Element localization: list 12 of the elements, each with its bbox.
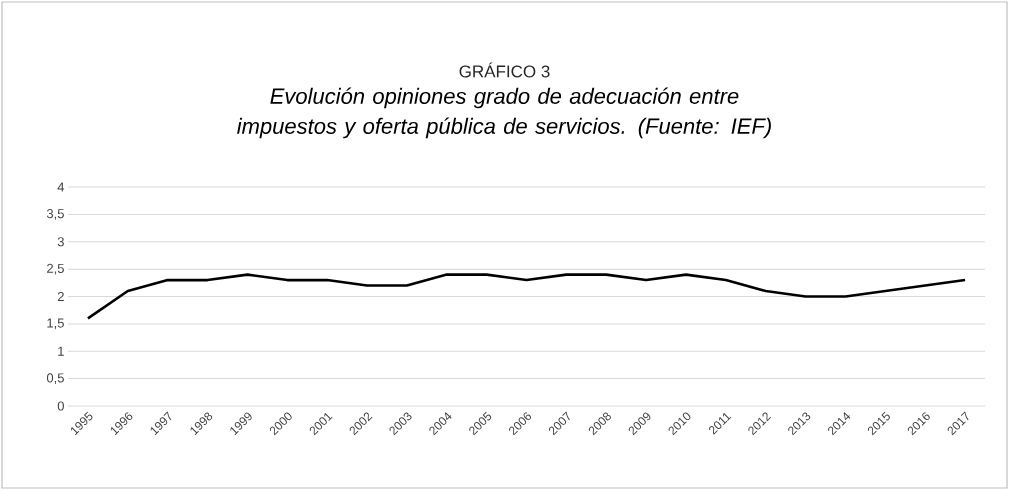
y-tick-label: 3 (57, 237, 64, 247)
y-tick-label: 1 (58, 346, 64, 356)
y-tick-label: 1,5 (47, 318, 64, 330)
y-tick-label: 4 (57, 182, 65, 192)
y-tick-label: 0,5 (46, 373, 64, 384)
y-tick-label: 0 (57, 401, 64, 411)
chart-subtitle: Evolución opiniones grado de adecuación entre impuestos y oferta pública de servicios. (Fuente: IEF) (237, 87, 771, 139)
line-series (86, 273, 967, 320)
chart-title: GRÁFICO 3 (459, 62, 550, 78)
y-tick-label: 2,5 (47, 263, 64, 275)
y-tick-label: 3,5 (46, 209, 64, 220)
y-tick-label: 2 (57, 291, 64, 302)
